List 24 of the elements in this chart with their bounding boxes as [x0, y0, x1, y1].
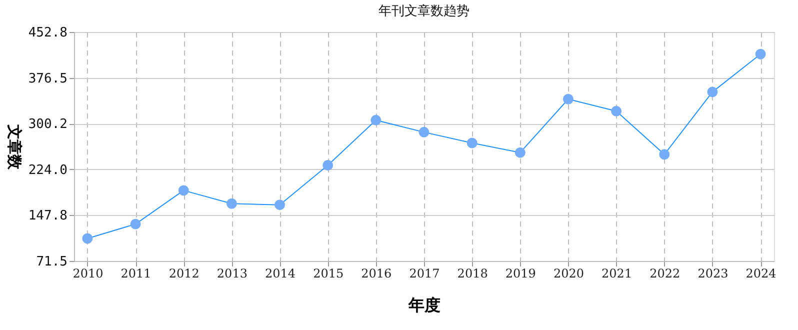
y-tick-label: 300.2: [28, 117, 68, 132]
y-tick-label: 376.5: [28, 71, 68, 86]
x-axis-title: 年度: [408, 296, 440, 314]
x-tick-label: 2024: [746, 266, 777, 280]
x-tick-label: 2017: [409, 266, 440, 280]
y-tick-label: 224.0: [28, 162, 68, 178]
y-tick-label: 147.8: [28, 208, 68, 224]
x-tick-label: 2015: [313, 266, 344, 280]
x-tick-label: 2012: [168, 266, 200, 280]
x-tick-label: 2010: [72, 266, 104, 280]
x-tick-label: 2018: [457, 266, 488, 280]
y-tick-label: 452.8: [28, 26, 68, 40]
x-tick-label: 2014: [264, 266, 296, 280]
x-tick-label: 2019: [505, 266, 536, 280]
x-tick-label: 2016: [361, 266, 392, 280]
x-tick-label: 2021: [602, 266, 632, 280]
y-tick-label: 71.5: [36, 254, 68, 270]
chart-title: 年刊文章数趋势: [378, 4, 470, 19]
x-tick-label: 2020: [553, 266, 584, 280]
x-tick-label: 2011: [120, 266, 152, 280]
x-tick-label: 2022: [650, 266, 680, 280]
x-tick-label: 2023: [698, 266, 728, 280]
y-axis-title: 文章数: [5, 124, 24, 170]
x-tick-label: 2013: [216, 266, 248, 280]
